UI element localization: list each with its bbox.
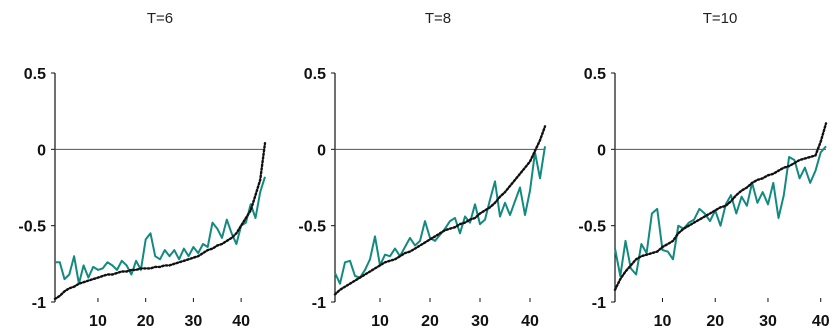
chart-title: T=6: [147, 10, 173, 27]
x-tick-label: 30: [759, 313, 777, 330]
chart-panel-3: T=10 0.5 0 -0.5 -1 10 20 30 40: [578, 10, 829, 330]
y-tick-label: -0.5: [298, 219, 326, 236]
series-line-teal: [334, 146, 546, 285]
series-line-dotted: [53, 141, 267, 301]
chart-panel-1: T=6 0.5 0 -0.5 -1 10 20 30 40: [18, 10, 267, 330]
y-tick-label: 0.5: [304, 66, 326, 83]
y-tick-label: 0: [597, 142, 606, 159]
x-tick-label: 30: [471, 313, 489, 330]
y-tick-label: -1: [312, 295, 326, 312]
series-line-teal: [614, 145, 827, 277]
x-tick-label: 10: [89, 313, 107, 330]
x-tick-label: 10: [371, 313, 389, 330]
y-tick-label: 0.5: [24, 66, 46, 83]
x-tick-label: 20: [137, 313, 155, 330]
y-tick-label: -0.5: [578, 219, 606, 236]
y-tick-label: -1: [32, 295, 46, 312]
y-tick-label: -1: [592, 295, 606, 312]
x-tick-label: 20: [706, 313, 724, 330]
y-tick-label: -0.5: [18, 219, 46, 236]
series-line-dotted: [333, 125, 547, 296]
x-tick-label: 40: [812, 313, 830, 330]
series-line-dotted: [613, 122, 828, 291]
chart-panel-2: T=8 0.5 0 -0.5 -1 10 20 30 40: [298, 10, 547, 330]
series-line-teal: [55, 176, 266, 285]
chart-title: T=10: [703, 10, 738, 27]
x-tick-label: 30: [185, 313, 203, 330]
x-tick-label: 40: [521, 313, 539, 330]
x-tick-label: 10: [654, 313, 672, 330]
y-tick-label: 0: [317, 142, 326, 159]
x-tick-label: 20: [421, 313, 439, 330]
x-tick-label: 40: [232, 313, 250, 330]
y-tick-label: 0.5: [584, 66, 606, 83]
y-tick-label: 0: [37, 142, 46, 159]
chart-title: T=8: [425, 10, 451, 27]
